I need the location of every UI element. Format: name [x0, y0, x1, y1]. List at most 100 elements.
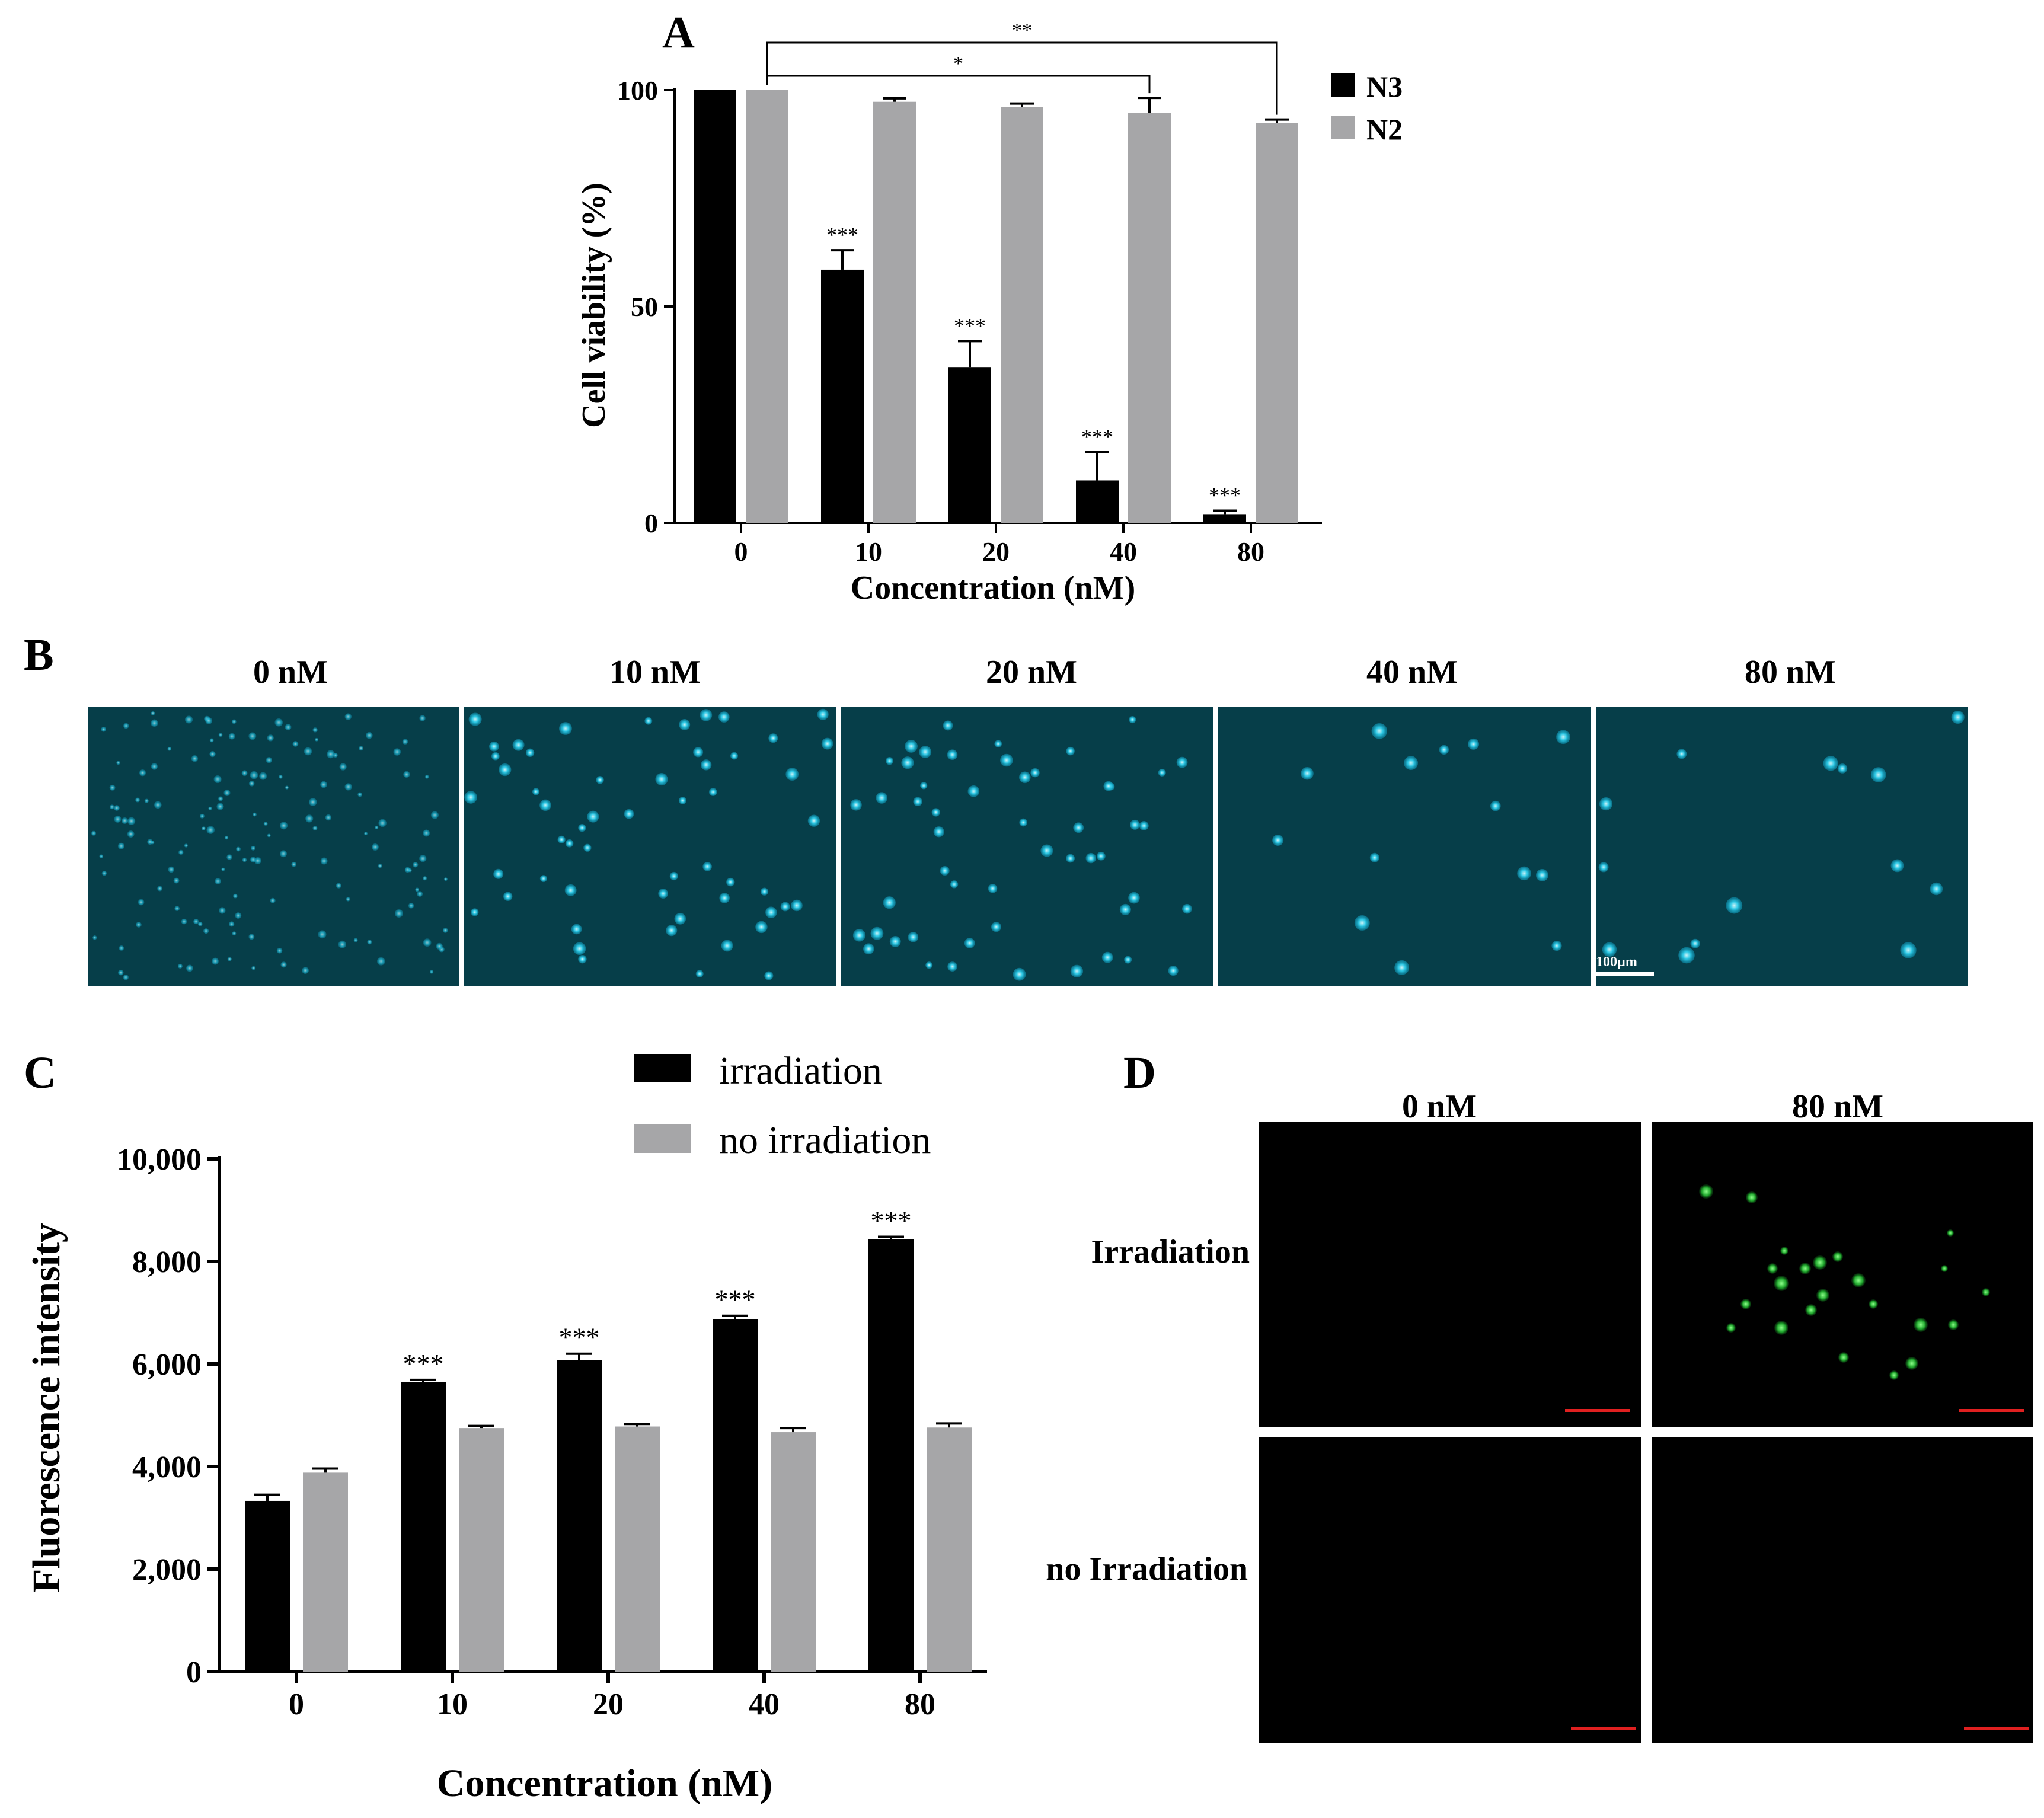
cell-nucleus [1517, 866, 1531, 881]
panel-d-row-title-no-irradiation: no Irradiation [1046, 1551, 1248, 1587]
cell-nucleus [765, 906, 777, 918]
legend-label-n3: N3 [1366, 70, 1403, 103]
cell-nucleus [226, 854, 232, 860]
cell-nucleus [700, 709, 713, 721]
cell-nucleus [700, 759, 712, 771]
cell-nucleus [216, 803, 224, 810]
cell-nucleus [1371, 723, 1388, 739]
cell-nucleus [151, 763, 158, 770]
cell-nucleus [292, 741, 299, 747]
cell-nucleus [339, 763, 347, 771]
cell-nucleus [430, 811, 439, 819]
scale-bar-label: 100µm [1596, 954, 1637, 970]
cell-nucleus [378, 819, 387, 827]
cell-nucleus [312, 826, 318, 831]
cell-nucleus [109, 804, 114, 810]
green-cell [1774, 1321, 1788, 1335]
panel-a-legend: N3 N2 [1331, 70, 1403, 146]
significance-label: *** [826, 223, 858, 247]
cell-nucleus [168, 866, 175, 873]
cell-nucleus [364, 832, 368, 836]
cell-nucleus [147, 839, 153, 845]
cell-nucleus [205, 717, 213, 724]
cell-nucleus [250, 771, 258, 779]
cell-nucleus [578, 954, 587, 964]
cell-nucleus [493, 868, 504, 879]
cell-nucleus [151, 719, 158, 727]
cell-nucleus [357, 792, 363, 797]
cell-nucleus [285, 785, 289, 790]
green-cell [1746, 1191, 1758, 1203]
x-tick-label: 0 [734, 536, 748, 567]
cell-nucleus [655, 773, 668, 786]
cell-nucleus [403, 771, 410, 778]
cell-nucleus [221, 867, 225, 871]
cell-nucleus [251, 966, 256, 970]
bar-N2-0 [746, 90, 788, 523]
bar-N3-20 [948, 367, 991, 523]
bar-irradiation-0 [245, 1500, 290, 1672]
cell-nucleus [184, 715, 193, 724]
green-cell [1838, 1352, 1849, 1363]
x-tick-label: 40 [749, 1688, 780, 1721]
panel-d-col-title-80nm: 80 nM [1792, 1088, 1883, 1125]
cell-nucleus [367, 940, 372, 945]
cell-nucleus [320, 781, 327, 788]
cell-nucleus [218, 733, 223, 737]
panel-a-x-axis-title: Concentration (nM) [851, 570, 1136, 606]
cell-nucleus [263, 822, 268, 826]
cell-nucleus [1129, 715, 1136, 724]
cell-nucleus [821, 737, 833, 750]
cell-nucleus [1073, 822, 1084, 833]
cell-nucleus [233, 893, 238, 899]
cell-nucleus [121, 817, 128, 825]
cell-nucleus [901, 756, 914, 769]
panel-a-y-axis-title: Cell viability (%) [576, 183, 612, 428]
cell-nucleus [565, 839, 574, 848]
cell-nucleus [117, 842, 125, 849]
cell-nucleus [679, 718, 691, 730]
green-cell [1740, 1299, 1751, 1309]
cell-nucleus [442, 928, 448, 933]
cell-nucleus [1678, 947, 1695, 964]
cell-nucleus [943, 720, 953, 731]
cell-nucleus [708, 788, 717, 797]
cell-nucleus [242, 857, 247, 862]
x-tick-label: 80 [1237, 536, 1264, 567]
y-tick-label: 4,000 [132, 1450, 202, 1484]
significance-label: *** [871, 1205, 912, 1235]
cell-nucleus [1598, 862, 1609, 873]
green-cell [1982, 1288, 1990, 1296]
cell-nucleus [241, 770, 248, 777]
y-tick-label: 8,000 [132, 1245, 202, 1279]
bar-no-irradiation-10 [459, 1428, 504, 1672]
micrograph-3 [1218, 707, 1591, 986]
cell-nucleus [218, 796, 223, 801]
cell-nucleus [250, 857, 256, 863]
cell-nucleus [1066, 746, 1075, 756]
cell-nucleus [209, 750, 216, 758]
cell-nucleus [123, 974, 129, 980]
panel-c-y-axis-title: Fluorescence intensity [25, 1223, 68, 1593]
cell-nucleus [209, 738, 214, 743]
y-tick-label: 100 [617, 75, 658, 106]
green-cell [1948, 1319, 1959, 1330]
y-tick-label: 10,000 [117, 1143, 202, 1177]
cell-nucleus [658, 889, 668, 899]
cell-nucleus [578, 823, 586, 832]
cell-nucleus [1602, 942, 1617, 957]
bar-no-irradiation-0 [303, 1472, 348, 1672]
green-cell [1851, 1273, 1866, 1287]
green-cell [1816, 1289, 1829, 1302]
legend-swatch-no-irradiation [634, 1124, 691, 1153]
cell-nucleus [167, 746, 172, 751]
cell-nucleus [908, 932, 919, 942]
x-tick-label: 80 [905, 1688, 935, 1721]
cell-nucleus [415, 887, 420, 892]
cell-nucleus [1890, 859, 1904, 873]
panel-d-scale-bar-3 [1571, 1727, 1636, 1730]
cell-nucleus [154, 801, 162, 809]
cell-nucleus [1369, 852, 1379, 862]
